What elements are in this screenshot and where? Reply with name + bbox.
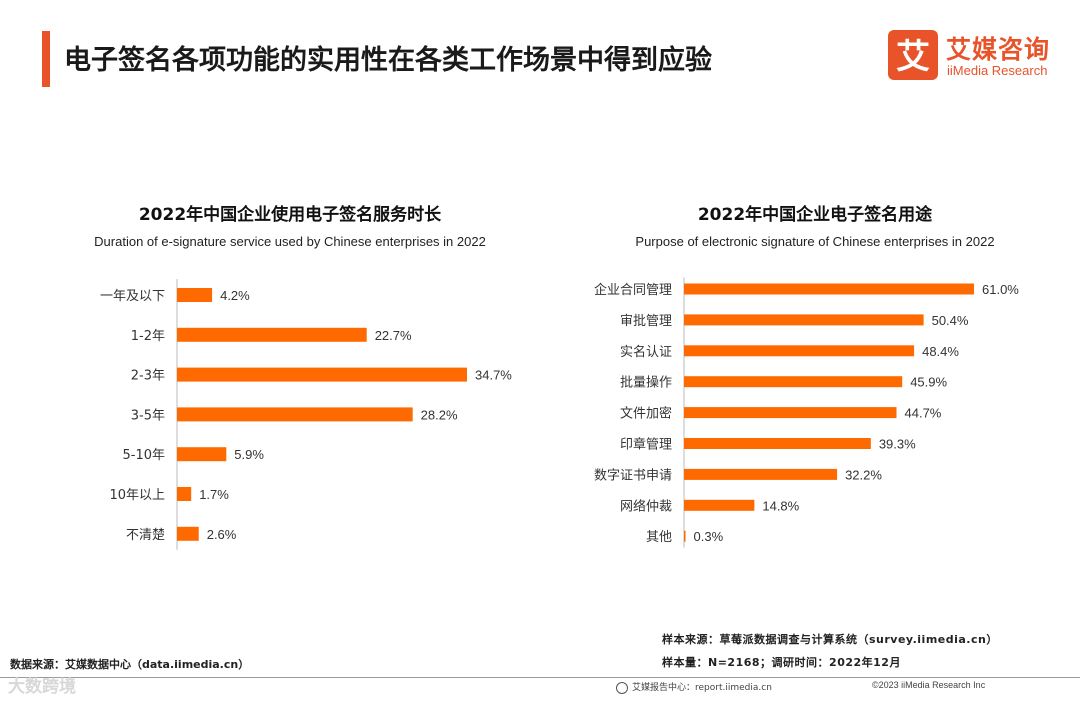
- data-label: 48.4%: [922, 344, 959, 359]
- data-label: 0.3%: [694, 529, 724, 544]
- sample-size-note: 样本量：N=2168；调研时间：2022年12月: [662, 656, 901, 669]
- data-label: 28.2%: [421, 407, 458, 422]
- category-label: 网络仲裁: [620, 498, 672, 514]
- purpose-chart-subtitle: Purpose of electronic signature of Chine…: [635, 234, 995, 249]
- purpose-chart: 2022年中国企业电子签名用途 Purpose of electronic si…: [560, 190, 1070, 570]
- bar: [684, 438, 871, 449]
- bar: [177, 367, 467, 382]
- data-label: 44.7%: [905, 406, 942, 421]
- category-label: 审批管理: [620, 314, 672, 329]
- category-label: 2-3年: [131, 369, 165, 384]
- data-label: 45.9%: [910, 375, 947, 390]
- duration-chart-subtitle: Duration of e-signature service used by …: [94, 234, 486, 249]
- page-title: 电子签名各项功能的实用性在各类工作场景中得到应验: [64, 45, 712, 76]
- bar: [684, 499, 755, 511]
- watermark-text: 大数跨境: [8, 677, 76, 697]
- category-label: 10年以上: [109, 488, 165, 503]
- bar: [177, 288, 213, 302]
- data-label: 4.2%: [220, 288, 250, 303]
- bar: [177, 487, 192, 501]
- duration-chart-title: 2022年中国企业使用电子签名服务时长: [138, 205, 442, 225]
- category-label: 实名认证: [620, 344, 672, 360]
- logo-mark-icon: 艾: [888, 30, 938, 80]
- category-label: 文件加密: [620, 406, 672, 422]
- bar: [684, 376, 903, 388]
- category-label: 数字证书申请: [594, 468, 672, 483]
- purpose-chart-title: 2022年中国企业电子签名用途: [697, 205, 933, 225]
- category-label: 不清楚: [126, 528, 165, 543]
- data-label: 50.4%: [932, 313, 969, 328]
- category-label: 一年及以下: [100, 289, 165, 304]
- data-label: 61.0%: [982, 282, 1019, 297]
- bar: [177, 327, 367, 342]
- category-label: 企业合同管理: [594, 282, 672, 298]
- title-accent-bar: [42, 31, 50, 87]
- logo-mark-char: 艾: [896, 37, 930, 77]
- data-source-note: 数据来源：艾媒数据中心（data.iimedia.cn）: [10, 658, 250, 671]
- bar: [684, 468, 838, 480]
- data-label: 1.7%: [199, 487, 229, 502]
- bar: [684, 530, 686, 542]
- category-label: 批量操作: [620, 375, 672, 391]
- duration-chart: 2022年中国企业使用电子签名服务时长 Duration of e-signat…: [40, 190, 540, 570]
- sample-source-note: 样本来源：草莓派数据调查与计算系统（survey.iimedia.cn）: [662, 633, 998, 646]
- duration-chart-plot: 一年及以下 4.2% 1-2年 22.7% 2-3年 34.7% 3-5年 28.2% 5-10…: [100, 279, 512, 550]
- bar: [684, 407, 897, 419]
- copyright-text: ©2023 iiMedia Research Inc: [872, 680, 986, 690]
- category-label: 5-10年: [122, 448, 165, 463]
- bar: [684, 314, 924, 326]
- category-label: 3-5年: [131, 408, 165, 423]
- data-label: 14.8%: [762, 498, 799, 513]
- iimedia-logo: 艾 艾媒咨询 iiMedia Research: [888, 30, 1068, 82]
- bar: [177, 447, 227, 462]
- logo-text-cn: 艾媒咨询: [946, 35, 1051, 64]
- logo-text-en: iiMedia Research: [947, 63, 1048, 78]
- data-label: 39.3%: [879, 437, 916, 452]
- globe-icon: [616, 681, 628, 694]
- report-center-text: 艾媒报告中心：report.iimedia.cn: [632, 683, 772, 693]
- category-label: 其他: [646, 530, 672, 545]
- report-center-link[interactable]: 艾媒报告中心：report.iimedia.cn: [616, 680, 772, 694]
- category-label: 印章管理: [620, 437, 672, 453]
- bar: [177, 407, 413, 422]
- data-label: 32.2%: [845, 467, 882, 482]
- footer-divider: [0, 677, 1080, 678]
- bar: [684, 345, 915, 357]
- category-label: 1-2年: [131, 329, 165, 344]
- purpose-chart-plot: 企业合同管理 61.0% 审批管理 50.4% 实名认证 48.4% 批量操作 45.9% 文件…: [594, 277, 1019, 548]
- bar: [177, 526, 199, 541]
- data-label: 34.7%: [475, 368, 512, 383]
- data-label: 22.7%: [375, 328, 412, 343]
- bar: [684, 283, 974, 295]
- data-label: 5.9%: [234, 447, 264, 462]
- data-label: 2.6%: [207, 527, 237, 542]
